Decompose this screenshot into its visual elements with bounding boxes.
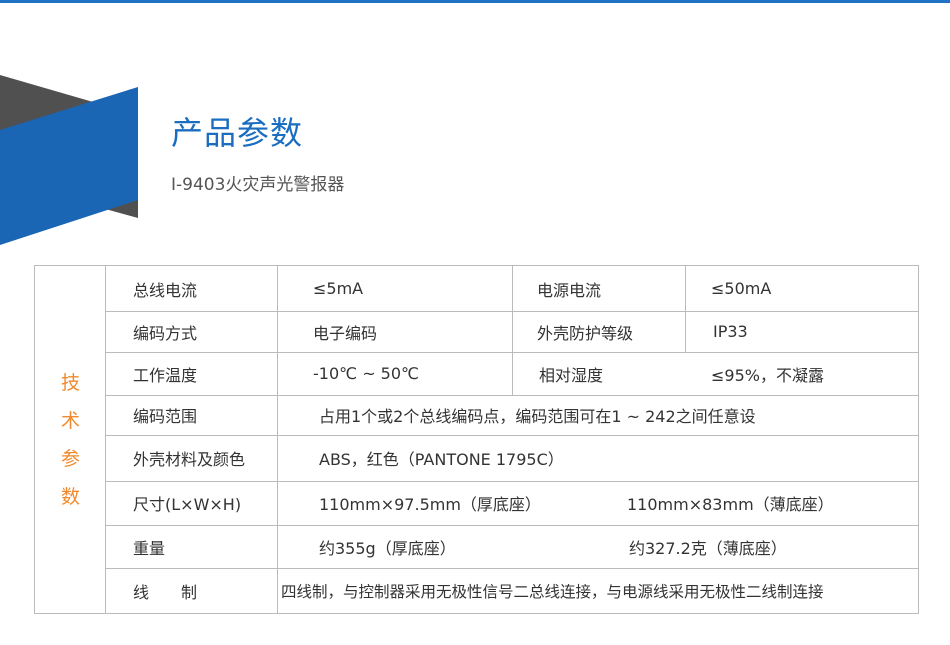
row-label: 编码方式 <box>133 323 198 343</box>
side-char: 技 <box>60 371 80 394</box>
side-char: 术 <box>60 409 80 432</box>
row-label: 外壳防护等级 <box>537 323 634 343</box>
row-value: 电子编码 <box>313 323 378 343</box>
divider <box>277 266 278 613</box>
divider <box>685 266 686 353</box>
row-value: 约327.2克（薄底座） <box>629 538 787 558</box>
divider <box>106 395 919 396</box>
divider <box>106 352 919 353</box>
side-label: 技 术 参 数 <box>35 266 106 613</box>
row-label: 工作温度 <box>133 365 198 385</box>
row-value: ABS，红色（PANTONE 1795C） <box>319 450 564 469</box>
divider <box>106 568 919 569</box>
divider <box>106 481 919 482</box>
decorative-banner-shape <box>0 75 138 245</box>
row-value: ≤50mA <box>711 279 772 298</box>
row-value: ≤5mA <box>313 279 364 298</box>
row-label: 尺寸(L×W×H) <box>133 495 242 514</box>
row-value: -10℃ ~ 50℃ <box>313 364 420 383</box>
divider <box>106 311 919 312</box>
divider <box>512 266 513 396</box>
row-label: 外壳材料及颜色 <box>133 450 246 469</box>
divider <box>105 266 106 613</box>
row-value: IP33 <box>713 322 748 341</box>
row-label: 电源电流 <box>537 280 602 300</box>
row-value: 占用1个或2个总线编码点，编码范围可在1 ~ 242之间任意设 <box>319 407 756 426</box>
row-value: 110mm×97.5mm（厚底座） <box>319 495 541 514</box>
divider <box>106 435 919 436</box>
divider <box>106 525 919 526</box>
row-label: 线 制 <box>133 582 198 602</box>
side-char: 数 <box>60 485 80 508</box>
row-label: 重量 <box>133 538 166 558</box>
row-label: 总线电流 <box>133 280 198 300</box>
top-accent-bar <box>0 0 950 3</box>
page-title: 产品参数 <box>171 114 304 152</box>
row-value: ≤95%，不凝露 <box>711 365 824 385</box>
spec-table: 技 术 参 数 总线电流 ≤5mA 电源电流 ≤50mA 编码方式 电子编码 外… <box>34 265 919 614</box>
row-label: 编码范围 <box>133 407 198 426</box>
row-value: 110mm×83mm（薄底座） <box>627 495 834 514</box>
row-value: 约355g（厚底座） <box>319 538 456 558</box>
product-subtitle: I-9403火灾声光警报器 <box>171 175 345 195</box>
row-label: 相对湿度 <box>539 365 604 385</box>
blue-banner <box>0 87 138 245</box>
row-value: 四线制，与控制器采用无极性信号二总线连接，与电源线采用无极性二线制连接 <box>281 582 824 601</box>
side-char: 参 <box>60 447 80 470</box>
